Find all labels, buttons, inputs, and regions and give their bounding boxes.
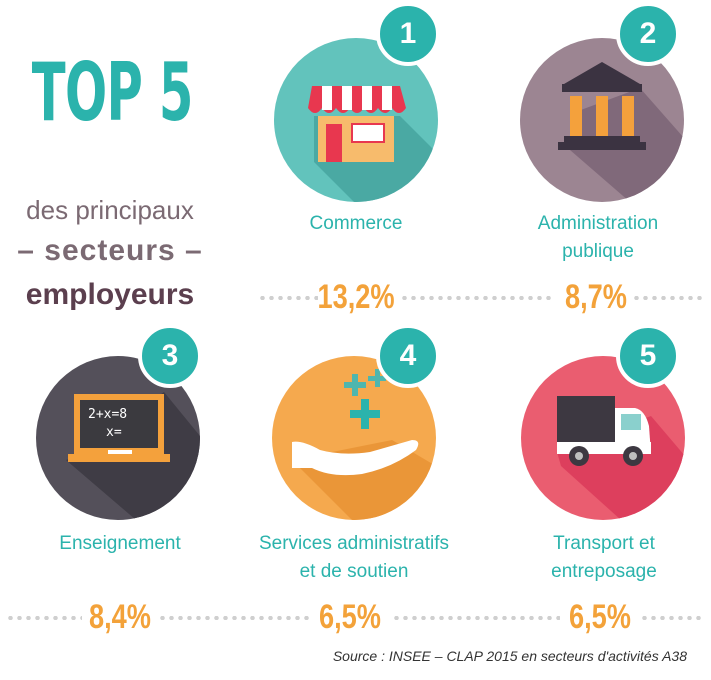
value-label-1: 13,2% <box>317 278 395 316</box>
shop-icon <box>308 86 438 202</box>
rank-badge-3: 3 <box>138 324 202 388</box>
subtitle-line-1: des principaux <box>26 195 194 225</box>
sector-label-5: Transport et entreposage <box>504 530 704 586</box>
infographic-title: TOP 5 <box>31 46 194 139</box>
value-label-3: 8,4% <box>89 598 151 636</box>
services-circle <box>272 356 436 520</box>
dotted-separator-row-2 <box>392 616 560 620</box>
sector-label-2: Administration publique <box>498 210 698 266</box>
source-note: Source : INSEE – CLAP 2015 en secteurs d… <box>332 648 687 664</box>
value-label-2: 8,7% <box>565 278 627 316</box>
hand-plus-icon <box>292 369 436 520</box>
dotted-separator-row-1 <box>258 296 318 300</box>
sector-label-4-line-1: Services administratifs <box>258 533 450 554</box>
svg-text:x=: x= <box>106 425 122 440</box>
blackboard-icon: 2+x=8 x= <box>66 392 200 520</box>
truck-icon <box>557 396 685 520</box>
rank-badge-1: 1 <box>376 2 440 66</box>
sector-label-3: Enseignement <box>20 530 220 558</box>
sector-label-3-line-1: Enseignement <box>59 533 181 554</box>
value-label-4: 6,5% <box>319 598 381 636</box>
dotted-separator-row-2 <box>640 616 704 620</box>
subtitle-line-2: – secteurs – <box>17 234 203 267</box>
commerce-circle <box>274 38 438 202</box>
administration-circle <box>520 38 684 202</box>
rank-badge-4: 4 <box>376 324 440 388</box>
sector-label-4-line-2: et de soutien <box>299 561 409 582</box>
dotted-separator-row-1 <box>400 296 555 300</box>
enseignement-circle: 2+x=8 x= <box>36 356 200 520</box>
sector-label-4: Services administratifs et de soutien <box>226 530 482 586</box>
subtitle-line-3: employeurs <box>25 278 195 311</box>
sector-label-2-line-2: publique <box>562 241 634 262</box>
rank-badge-2: 2 <box>616 2 680 66</box>
rank-badge-5: 5 <box>616 324 680 388</box>
sector-label-2-line-1: Administration <box>537 213 659 234</box>
dotted-separator-row-2 <box>6 616 82 620</box>
sector-label-5-line-2: entreposage <box>551 561 657 582</box>
sector-label-1: Commerce <box>256 210 456 238</box>
government-building-icon <box>558 62 684 202</box>
sector-label-5-line-1: Transport et <box>553 533 655 554</box>
dotted-separator-row-1 <box>632 296 704 300</box>
dotted-separator-row-2 <box>158 616 310 620</box>
value-label-5: 6,5% <box>569 598 631 636</box>
sector-label-1-line-1: Commerce <box>309 213 403 234</box>
svg-text:2+x=8: 2+x=8 <box>88 407 127 422</box>
